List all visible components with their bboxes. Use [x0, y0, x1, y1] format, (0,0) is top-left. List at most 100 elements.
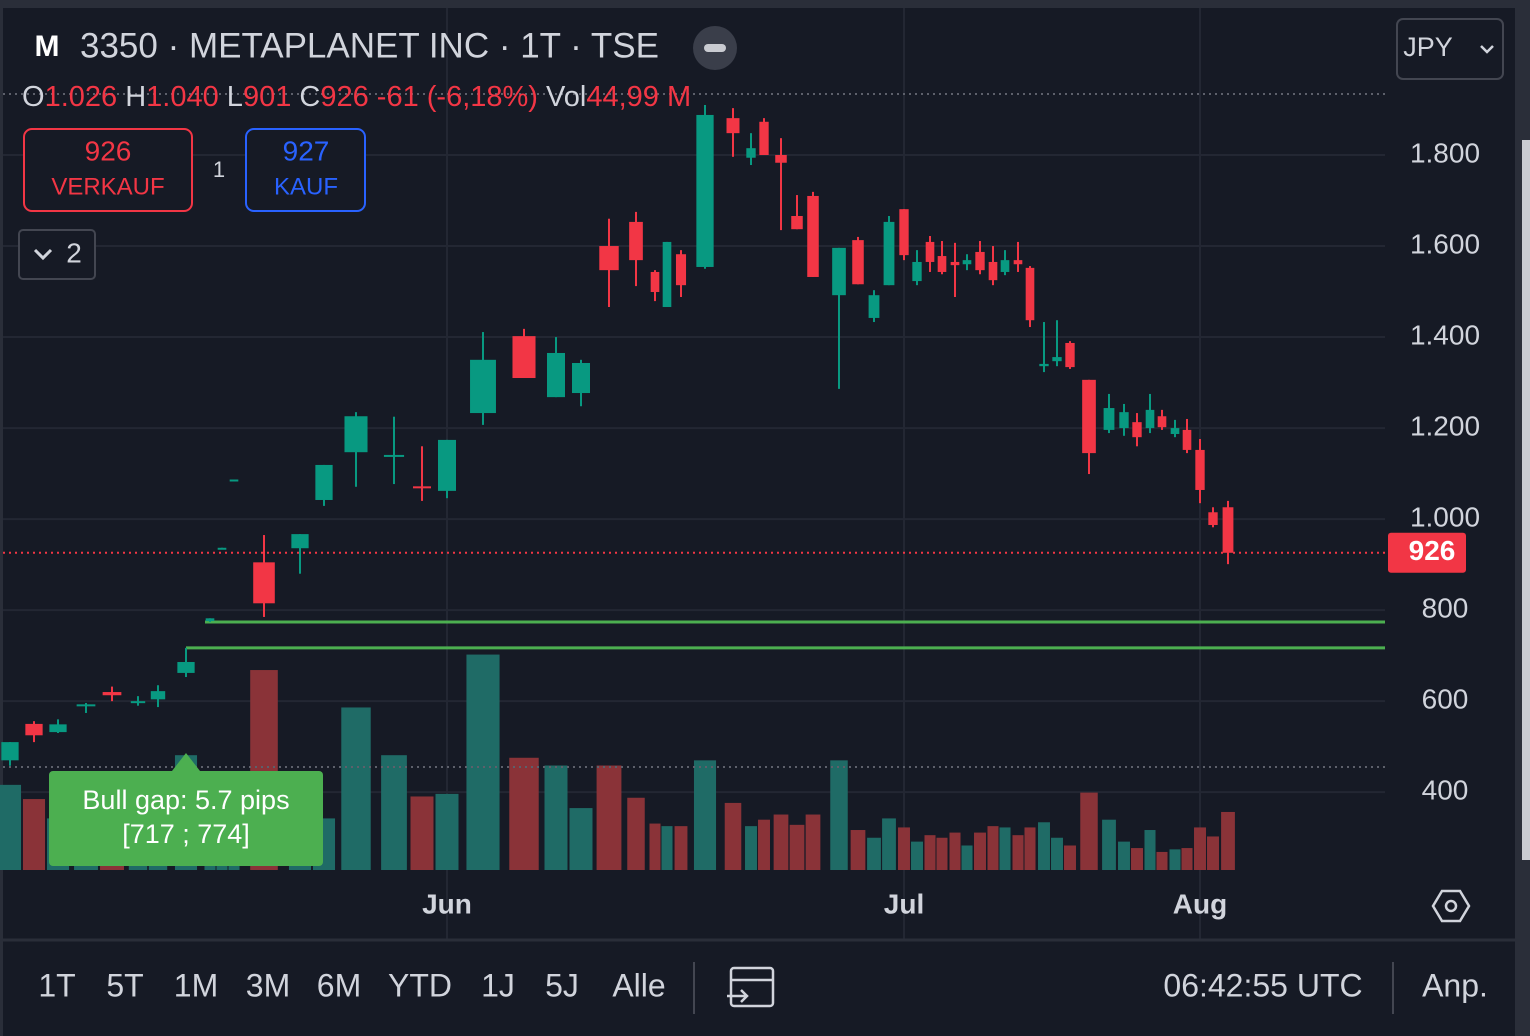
volume-bar [745, 826, 757, 870]
volume-bar [961, 845, 973, 870]
volume-bar [627, 797, 645, 870]
x-tick-label: Jul [884, 888, 924, 919]
range-button[interactable]: 1T [38, 967, 75, 1003]
volume-bar [1080, 792, 1098, 870]
candle-body [807, 195, 819, 277]
volume-bar [758, 819, 770, 870]
legend-label: Vol [546, 81, 586, 113]
legend-label: H [125, 81, 146, 113]
volume-bar [1118, 841, 1130, 870]
candle-body [102, 692, 122, 696]
volume-bar [1012, 835, 1024, 870]
candle-body [205, 618, 215, 622]
volume-bar [509, 757, 539, 870]
volume-bar [1207, 836, 1219, 870]
candle-body [512, 336, 536, 379]
candle-body [988, 261, 998, 281]
candle-body [883, 221, 895, 286]
price-badge-label: 926 [1409, 535, 1456, 566]
y-tick-label: 1.600 [1410, 228, 1480, 259]
volume-bar [544, 765, 568, 870]
candle-body [1103, 408, 1115, 430]
volume-bar [724, 802, 742, 870]
candle-body [1025, 267, 1035, 321]
x-tick-label: Jun [422, 888, 472, 919]
symbol-icon: M [35, 30, 60, 63]
range-button[interactable]: 5J [545, 967, 579, 1003]
levels [3, 551, 1385, 650]
volume-bar [882, 818, 896, 870]
x-tick-label: Aug [1173, 888, 1227, 919]
adjust-button[interactable]: Anp. [1422, 967, 1488, 1003]
candle-body [775, 155, 787, 163]
volume-bar [830, 760, 848, 870]
volume-bar [569, 808, 593, 870]
range-button[interactable]: 1J [481, 967, 515, 1003]
candle-body [130, 701, 146, 704]
candle-body [937, 256, 947, 272]
volume-bar [999, 827, 1011, 870]
y-tick-label: 1.400 [1410, 319, 1480, 350]
candle-body [438, 439, 456, 491]
sell-label: VERKAUF [51, 173, 164, 200]
indicators-toggle[interactable] [18, 229, 96, 280]
candle-body [1119, 412, 1129, 429]
range-button[interactable]: Alle [612, 967, 665, 1003]
volume-bar [410, 796, 434, 870]
volume-bar [674, 826, 688, 870]
candle-body [547, 352, 565, 398]
candle-body [925, 241, 935, 262]
range-button[interactable]: YTD [388, 967, 452, 1003]
date-range-icon[interactable] [727, 966, 775, 1008]
volume-bar [987, 826, 999, 870]
y-tick-label: 400 [1422, 775, 1469, 806]
range-buttons: 1T 5T 1M 3M 6M YTD 1J 5J Alle [38, 967, 665, 1003]
volume-bar [1194, 827, 1206, 870]
volume-bar [466, 654, 500, 870]
volume-bar [22, 799, 46, 870]
volume-bar [924, 835, 936, 870]
candle-body [177, 662, 195, 673]
legend-change: -61 (-6,18%) [377, 81, 538, 113]
currency-button[interactable] [1396, 18, 1504, 80]
volume-bar [1221, 811, 1235, 870]
volume-bar [949, 832, 961, 870]
sell-button[interactable] [23, 128, 193, 212]
candle-body [950, 261, 960, 266]
indicators-count: 2 [66, 237, 82, 268]
candle-body [746, 148, 756, 158]
range-button[interactable]: 5T [106, 967, 143, 1003]
candle-body [1039, 363, 1049, 367]
candle-body [49, 724, 67, 733]
legend-label: L [227, 81, 243, 113]
candle-body [852, 240, 864, 285]
candle-body [1195, 449, 1205, 490]
candle-body [1145, 409, 1155, 429]
volume-bar [1169, 849, 1181, 870]
volume-bar [1156, 851, 1168, 870]
calendar [729, 966, 775, 1008]
candle-body [470, 359, 496, 414]
tooltip-box [49, 771, 323, 866]
legend-value: 926 [320, 81, 368, 113]
chevron [1480, 45, 1494, 54]
candle-body [413, 486, 431, 489]
range-button[interactable]: 3M [246, 967, 290, 1003]
candle-body [1000, 260, 1010, 272]
calendar-arrow [727, 989, 749, 1003]
volume-bar [341, 707, 371, 870]
candle-body [912, 261, 922, 282]
settings-icon[interactable] [1431, 889, 1471, 923]
buy-button[interactable] [245, 128, 366, 212]
candle-body [383, 454, 405, 457]
range-button[interactable]: 1M [174, 967, 218, 1003]
candle-body [662, 241, 672, 308]
y-tick-label: 1.200 [1410, 410, 1480, 441]
buy-label: KAUF [274, 173, 338, 200]
scroll-strip [1522, 140, 1530, 860]
spread: 1 [213, 157, 225, 182]
range-button[interactable]: 6M [317, 967, 361, 1003]
toolbar [3, 940, 1515, 1036]
volume-bar [850, 830, 866, 870]
volume-bar [911, 841, 923, 870]
